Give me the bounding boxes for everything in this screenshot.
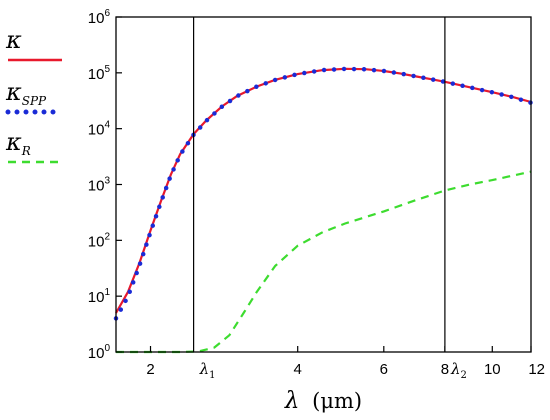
series-line-2 (116, 170, 532, 354)
vertical-markers: λ1 λ2 (193, 17, 467, 381)
x-axis-title: λ (μm) (284, 388, 362, 414)
axis-ticks (116, 16, 532, 353)
legend-label-0: κ (5, 26, 22, 54)
plot-lines (113, 66, 534, 354)
x-tick-label-4: 10 (484, 361, 501, 378)
y-tick-label-4: 104 (88, 120, 111, 139)
x-tick-label-1: 4 (294, 361, 302, 378)
y-tick-label-2: 102 (88, 231, 111, 250)
tick-labels: 2 4 6 8 10 12 100 101 102 103 104 105 106 (88, 8, 545, 378)
legend-label-2: κR (5, 128, 31, 158)
legend: κ κSPP κR (5, 26, 65, 164)
vline-label-0: λ1 (199, 360, 216, 381)
x-tick-label-5: 12 (528, 361, 545, 378)
x-tick-label-3: 8 (441, 361, 449, 378)
x-tick-label-0: 2 (146, 361, 154, 378)
series-line-0 (115, 67, 532, 314)
x-axis-symbol: λ (284, 388, 300, 414)
vline-label-1: λ2 (450, 360, 467, 381)
y-tick-label-3: 103 (88, 176, 111, 195)
y-tick-label-0: 100 (88, 343, 111, 362)
x-axis-unit: (μm) (312, 389, 362, 413)
x-tick-label-2: 6 (380, 361, 388, 378)
series-line-1 (113, 66, 534, 321)
y-tick-label-5: 105 (88, 64, 111, 83)
y-tick-label-6: 106 (88, 8, 111, 27)
legend-label-1: κSPP (5, 78, 47, 108)
y-tick-label-1: 101 (88, 287, 111, 306)
